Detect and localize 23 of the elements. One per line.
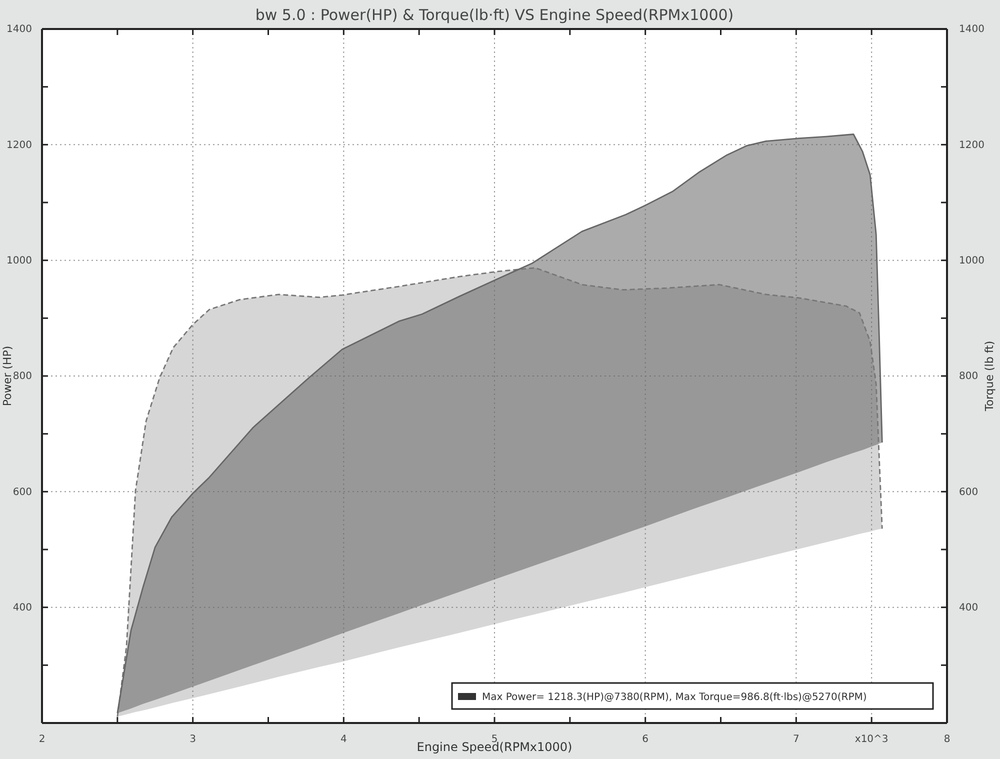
y2-tick-label: 800 [959,371,978,382]
chart-title: bw 5.0 : Power(HP) & Torque(lb·ft) VS Engine Speed(RPMx1000) [255,6,734,24]
x-tick-label: 2 [38,734,46,746]
y2-tick-label: 600 [959,486,978,498]
y-axis-title: Power (HP) [1,346,14,406]
x-tick-label: 7 [792,734,800,746]
y2-tick-label: 400 [959,602,978,614]
y2-tick-label: 1400 [959,24,984,36]
y2-tick-label: 1000 [959,256,984,267]
x-tick-label: 3 [190,734,196,746]
y-tick-label: 800 [12,371,32,382]
x-tick-label: x10^3 [854,734,888,746]
y-tick-label: 400 [12,602,32,614]
annotation: Max Power= 1218.3(HP)@7380(RPM), Max Torque=986.8(ft·lbs)@5270(RPM) [482,692,867,703]
x-tick-label: 8 [944,734,950,746]
x-tick-label: 6 [642,734,649,746]
y-tick-label: 1200 [6,140,32,151]
y-tick-label: 600 [12,486,32,498]
y2-axis-title: Torque (lb ft) [983,340,996,412]
y2-tick-label: 1200 [959,140,984,151]
x-tick-label: 4 [340,734,347,746]
y-tick-label: 1400 [6,24,32,36]
y-tick-label: 1000 [6,256,32,267]
